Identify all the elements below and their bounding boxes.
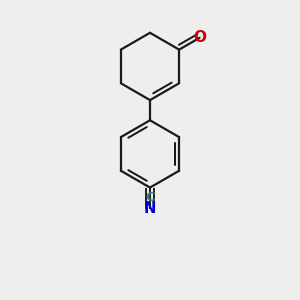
- Text: C: C: [145, 191, 155, 204]
- Text: O: O: [194, 30, 207, 45]
- Text: N: N: [144, 201, 156, 216]
